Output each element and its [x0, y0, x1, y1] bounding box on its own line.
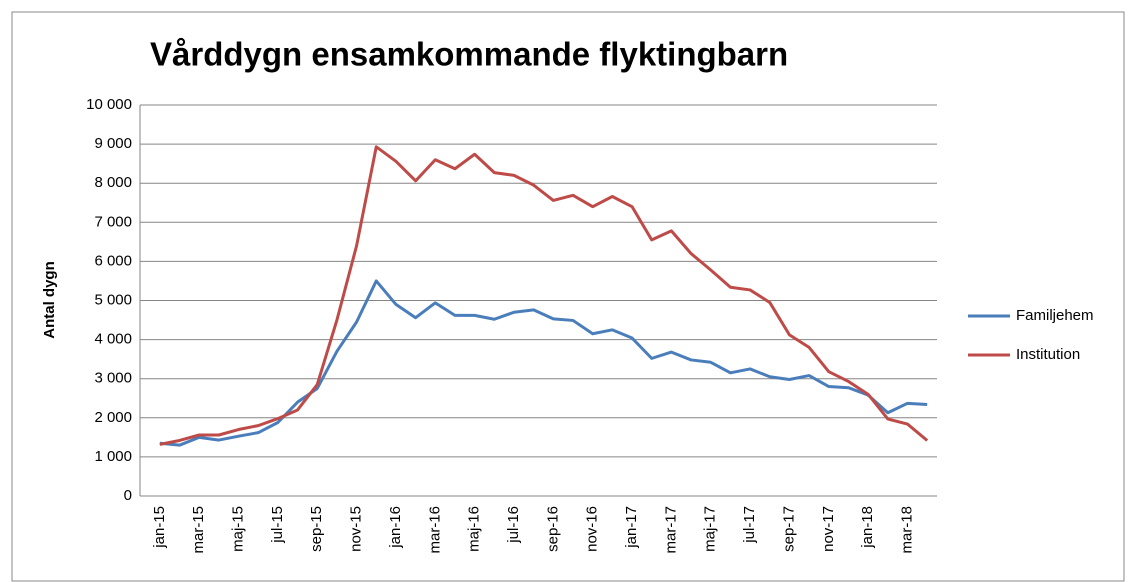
y-tick-label: 10 000 — [86, 96, 132, 113]
x-tick-label: mar-15 — [190, 506, 207, 554]
y-tick-label: 5 000 — [94, 291, 132, 308]
x-tick-label: nov-15 — [348, 506, 365, 552]
x-tick-label: jan-18 — [859, 506, 876, 549]
x-tick-label: jul-15 — [269, 506, 286, 544]
x-tick-label: jan-17 — [623, 506, 640, 549]
x-tick-label: sep-15 — [308, 506, 325, 552]
series-line — [159, 145, 929, 446]
x-tick-label: maj-16 — [466, 506, 483, 552]
legend-label: Familjehem — [1016, 307, 1094, 324]
y-tick-label: 4 000 — [94, 331, 132, 348]
x-tick-label: mar-17 — [662, 506, 679, 554]
chart-border — [11, 11, 1125, 582]
chart-title: Vårddygn ensamkommande flyktingbarn — [150, 36, 788, 73]
y-axis-label: Antal dygn — [41, 261, 58, 339]
y-tick-label: 9 000 — [94, 135, 132, 152]
y-tick-label: 7 000 — [94, 213, 132, 230]
x-tick-label: sep-16 — [544, 506, 561, 552]
x-tick-label: jan-16 — [387, 506, 404, 549]
x-tick-label: sep-17 — [780, 506, 797, 552]
x-tick-label: jan-15 — [151, 506, 168, 549]
x-tick-label: maj-15 — [230, 506, 247, 552]
x-tick-label: jul-17 — [741, 506, 758, 544]
legend-label: Institution — [1016, 346, 1080, 363]
x-tick-label: nov-17 — [820, 506, 837, 552]
series-line — [159, 279, 928, 447]
x-tick-label: mar-18 — [898, 506, 915, 554]
y-tick-label: 2 000 — [94, 409, 132, 426]
x-tick-label: maj-17 — [702, 506, 719, 552]
y-tick-label: 6 000 — [94, 252, 132, 269]
y-tick-label: 1 000 — [94, 448, 132, 465]
x-tick-label: jul-16 — [505, 506, 522, 544]
y-tick-label: 3 000 — [94, 370, 132, 387]
x-tick-label: mar-16 — [426, 506, 443, 554]
y-tick-label: 0 — [124, 487, 132, 504]
x-tick-label: nov-16 — [584, 506, 601, 552]
y-tick-label: 8 000 — [94, 174, 132, 191]
